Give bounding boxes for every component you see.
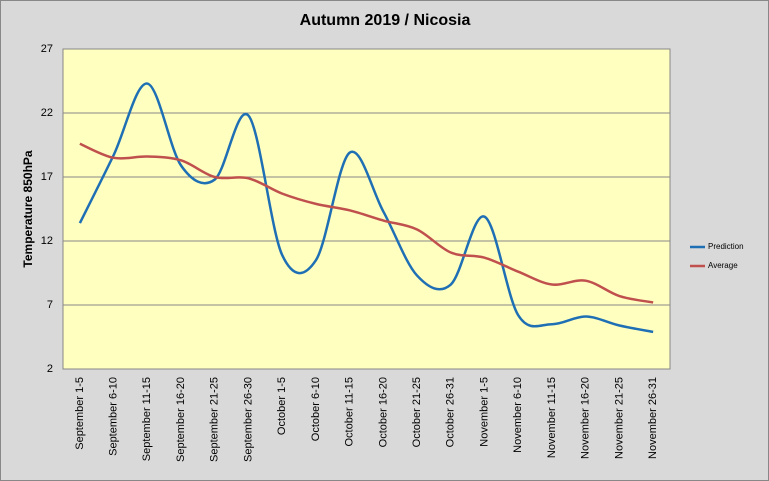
legend-label: Average	[708, 261, 738, 270]
x-tick-label: October 21-25	[411, 377, 423, 447]
x-tick-label: November 1-5	[478, 377, 490, 447]
x-tick-label: November 26-31	[647, 377, 659, 459]
x-tick-label: November 21-25	[613, 377, 625, 459]
y-tick-label: 2	[47, 363, 53, 375]
x-tick-label: September 1-5	[74, 377, 86, 450]
x-tick-label: September 11-15	[141, 377, 153, 461]
x-tick-label: November 16-20	[580, 377, 592, 459]
data-line	[78, 82, 654, 334]
x-tick-label: October 11-15	[344, 377, 356, 447]
x-tick-label: October 6-10	[310, 377, 322, 441]
x-tick-label: November 6-10	[512, 377, 524, 453]
y-tick-label: 12	[41, 235, 53, 247]
x-tick-label: October 26-31	[445, 377, 457, 447]
data-line	[79, 142, 654, 304]
x-tick-label: October 16-20	[377, 377, 389, 447]
chart-title: Autumn 2019 / Nicosia	[300, 12, 471, 29]
y-tick-label: 7	[47, 299, 53, 311]
y-tick-label: 27	[41, 43, 53, 55]
y-axis-label: Temperature 850hPa	[21, 150, 35, 267]
x-tick-label: September 26-30	[242, 377, 254, 462]
x-tick-label: September 6-10	[107, 377, 119, 456]
x-tick-label: September 16-20	[175, 377, 187, 462]
legend-label: Prediction	[708, 242, 744, 251]
y-tick-label: 22	[41, 107, 53, 119]
y-tick-label: 17	[41, 171, 53, 183]
x-tick-label: September 21-25	[209, 377, 221, 462]
x-tick-label: October 1-5	[276, 377, 288, 435]
x-tick-label: November 11-15	[546, 377, 558, 458]
plot-area	[62, 48, 671, 370]
